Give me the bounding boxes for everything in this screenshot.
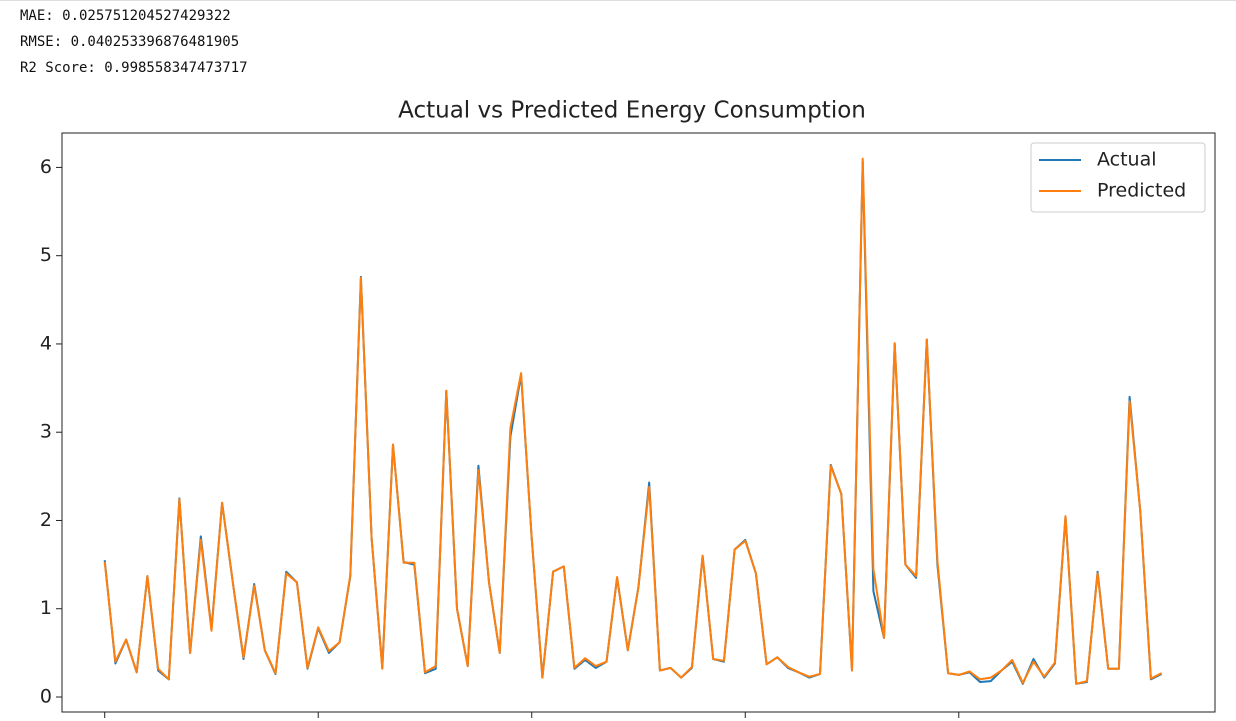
- legend-label: Actual: [1097, 149, 1157, 171]
- series-line: [103, 160, 1163, 685]
- y-tick-label: 4: [40, 332, 52, 354]
- y-tick-label: 1: [40, 597, 52, 619]
- y-tick-label: 5: [40, 244, 52, 266]
- output-line: RMSE: 0.040253396876481905: [20, 34, 240, 50]
- output-line: MAE: 0.025751204527429322: [20, 8, 231, 24]
- series-line: [103, 157, 1163, 685]
- legend-label: Predicted: [1097, 180, 1186, 202]
- y-tick-label: 2: [40, 509, 52, 531]
- chart-title: Actual vs Predicted Energy Consumption: [398, 98, 866, 124]
- output-line: R2 Score: 0.998558347473717: [20, 60, 248, 76]
- y-tick-label: 0: [40, 685, 52, 707]
- y-tick-label: 6: [40, 156, 52, 178]
- axes-frame: [61, 132, 1216, 713]
- y-tick-label: 3: [40, 421, 52, 443]
